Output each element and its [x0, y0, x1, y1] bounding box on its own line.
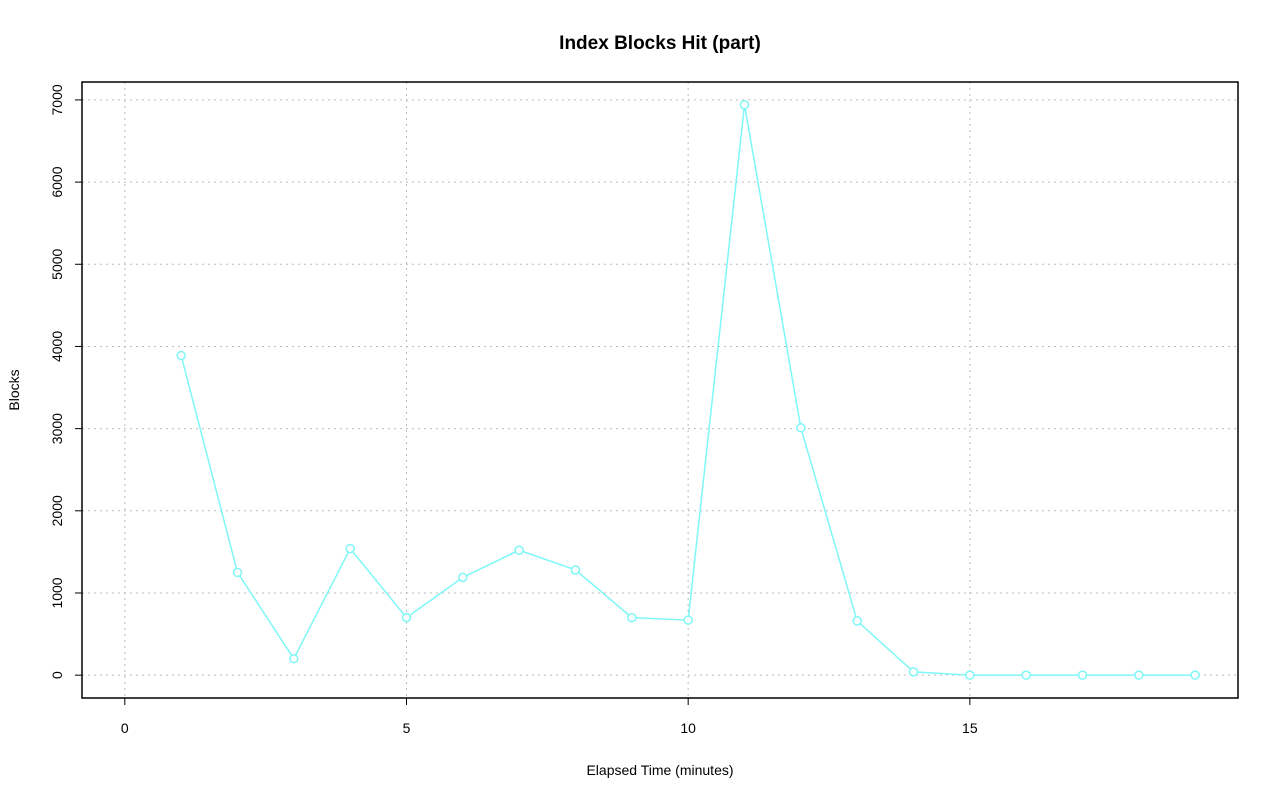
y-tick-label: 4000	[49, 331, 65, 362]
data-point	[1134, 670, 1144, 680]
data-point	[289, 653, 299, 664]
data-point	[739, 100, 750, 110]
y-tick-label: 5000	[49, 248, 65, 279]
data-point	[1077, 670, 1088, 680]
data-point	[965, 670, 975, 680]
data-point	[176, 350, 186, 361]
data-point	[570, 565, 581, 575]
data-point	[401, 612, 412, 623]
x-axis-label: Elapsed Time (minutes)	[586, 762, 733, 778]
data-point	[458, 572, 468, 583]
data-point	[908, 667, 919, 677]
data-point	[514, 545, 524, 555]
plot-frame	[81, 81, 1239, 699]
data-point	[627, 612, 637, 623]
y-tick-label: 2000	[49, 495, 65, 526]
data-point	[683, 615, 693, 625]
data-point	[1021, 670, 1031, 680]
data-point	[345, 543, 355, 554]
x-tick-label: 10	[680, 720, 696, 736]
y-tick-label: 3000	[49, 413, 65, 444]
data-point	[796, 423, 806, 433]
y-axis-label: Blocks	[6, 369, 22, 410]
data-point	[232, 567, 243, 578]
data-point	[852, 616, 862, 626]
x-tick-label: 5	[403, 720, 411, 736]
y-tick-label: 7000	[49, 84, 65, 115]
data-point	[1190, 670, 1200, 680]
x-tick-label: 15	[962, 720, 978, 736]
y-tick-label: 1000	[49, 577, 65, 608]
x-tick-label: 0	[121, 720, 129, 736]
chart-title: Index Blocks Hit (part)	[559, 33, 761, 54]
y-tick-label: 6000	[49, 166, 65, 197]
y-tick-label: 0	[49, 671, 65, 679]
